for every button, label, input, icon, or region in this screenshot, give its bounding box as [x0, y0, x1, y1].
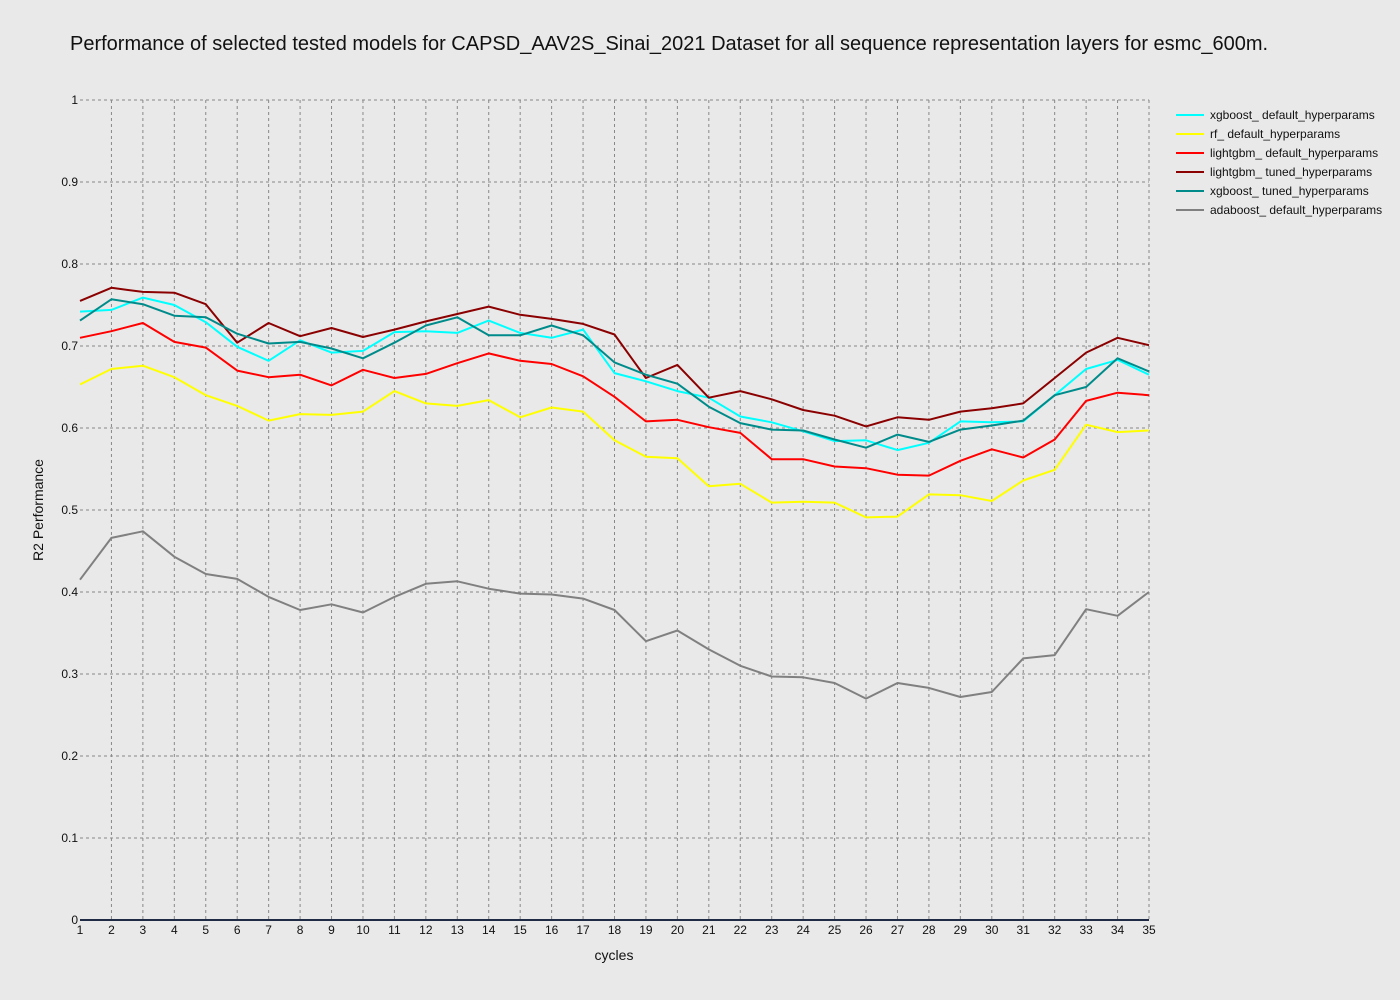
x-axis-label: cycles: [595, 947, 634, 963]
y-tick-label: 0.7: [61, 339, 78, 353]
series-line: [79, 364, 1150, 519]
x-tick-label: 22: [734, 923, 748, 937]
x-tick-label: 32: [1048, 923, 1062, 937]
x-tick-label: 12: [419, 923, 433, 937]
legend-label: xgboost_ tuned_hyperparams: [1210, 184, 1369, 198]
x-tick-label: 25: [828, 923, 842, 937]
x-tick-label: 7: [265, 923, 272, 937]
x-tick-label: 20: [671, 923, 685, 937]
x-tick-label: 17: [576, 923, 590, 937]
x-tick-label: 15: [513, 923, 527, 937]
series-line: [79, 530, 1150, 700]
y-tick-label: 0.9: [61, 175, 78, 189]
x-tick-label: 6: [234, 923, 241, 937]
legend-item[interactable]: lightgbm_ default_hyperparams: [1176, 146, 1378, 160]
x-tick-label: 10: [356, 923, 370, 937]
y-tick-label: 0.8: [61, 257, 78, 271]
x-tick-label: 16: [545, 923, 559, 937]
axes: 00.10.20.30.40.50.60.70.80.911 2 3 4 5 6 7 8 9 10…: [61, 93, 1156, 937]
series-line: [79, 296, 1150, 452]
legend-item[interactable]: rf_ default_hyperparams: [1176, 127, 1340, 141]
chart-title: Performance of selected tested models fo…: [70, 33, 1268, 55]
x-tick-label: 9: [328, 923, 335, 937]
x-tick-label: 33: [1079, 923, 1093, 937]
y-tick-label: 0.3: [61, 667, 78, 681]
grid: [80, 99, 1150, 920]
x-tick-label: 14: [482, 923, 496, 937]
series-line: [79, 322, 1150, 477]
x-tick-label: 2: [108, 923, 115, 937]
x-tick-label: 4: [171, 923, 178, 937]
x-tick-label: 24: [796, 923, 810, 937]
x-tick-label: 13: [451, 923, 465, 937]
x-tick-label: 3: [140, 923, 147, 937]
y-tick-label: 0.2: [61, 749, 78, 763]
x-tick-label: 5: [202, 923, 209, 937]
legend-label: adaboost_ default_hyperparams: [1210, 203, 1382, 217]
series-line: [79, 298, 1150, 449]
y-tick-label: 1: [71, 93, 78, 107]
x-tick-label: 11: [388, 923, 401, 937]
legend: xgboost_ default_hyperparams rf_ default_…: [1176, 108, 1382, 217]
legend-label: rf_ default_hyperparams: [1210, 127, 1340, 141]
y-tick-label: 0.6: [61, 421, 78, 435]
series-line: [79, 286, 1150, 428]
x-tick-label: 30: [985, 923, 999, 937]
legend-label: xgboost_ default_hyperparams: [1210, 108, 1375, 122]
x-tick-label: 1: [77, 923, 84, 937]
y-tick-label: 0.4: [61, 585, 78, 599]
legend-item[interactable]: lightgbm_ tuned_hyperparams: [1176, 165, 1372, 179]
legend-label: lightgbm_ tuned_hyperparams: [1210, 165, 1372, 179]
x-tick-label: 23: [765, 923, 779, 937]
legend-label: lightgbm_ default_hyperparams: [1210, 146, 1378, 160]
y-axis-label: R2 Performance: [30, 459, 46, 561]
x-tick-label: 27: [891, 923, 905, 937]
x-tick-label: 29: [954, 923, 968, 937]
legend-item[interactable]: adaboost_ default_hyperparams: [1176, 203, 1382, 217]
x-tick-label: 26: [859, 923, 873, 937]
series-lines: [79, 286, 1150, 700]
y-tick-label: 0: [71, 913, 78, 927]
x-tick-label: 31: [1017, 923, 1031, 937]
x-tick-label: 19: [639, 923, 653, 937]
legend-item[interactable]: xgboost_ default_hyperparams: [1176, 108, 1375, 122]
x-tick-label: 8: [297, 923, 304, 937]
x-tick-label: 28: [922, 923, 936, 937]
y-tick-label: 0.5: [61, 503, 78, 517]
y-tick-label: 0.1: [61, 831, 78, 845]
x-tick-label: 34: [1111, 923, 1125, 937]
x-tick-label: 21: [702, 923, 716, 937]
legend-item[interactable]: xgboost_ tuned_hyperparams: [1176, 184, 1369, 198]
x-tick-label: 18: [608, 923, 622, 937]
x-tick-label: 35: [1142, 923, 1156, 937]
